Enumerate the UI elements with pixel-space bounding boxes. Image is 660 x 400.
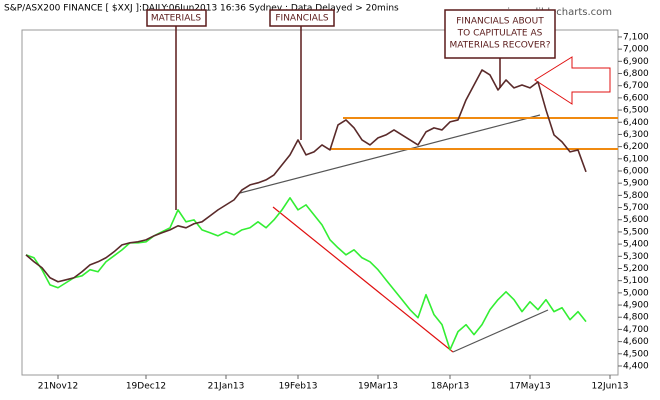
y-tick-label: 6,200: [623, 142, 649, 152]
x-tick-label: 19Mar13: [358, 382, 398, 392]
x-tick-label: 19Feb13: [279, 382, 318, 392]
y-tick-label: 5,900: [623, 179, 649, 189]
y-tick-label: 4,600: [623, 337, 649, 347]
y-tick-label: 5,600: [623, 215, 649, 225]
y-tick-label: 7,100: [623, 32, 649, 42]
y-tick-label: 6,500: [623, 106, 649, 116]
annotation: FINANCIALS: [275, 14, 329, 24]
series-layer: [25, 69, 587, 351]
trend-line: [239, 114, 541, 194]
arrow: [534, 56, 611, 105]
y-tick-label: 5,800: [623, 191, 649, 201]
y-tick-label: 6,700: [623, 81, 649, 91]
x-tick-label: 12Jun13: [592, 382, 629, 392]
x-tick-label: 21Jan13: [208, 382, 245, 392]
y-tick-label: 4,900: [623, 301, 649, 311]
y-tick-label: 6,000: [623, 166, 649, 176]
annotation: MATERIALS RECOVER?: [449, 41, 550, 51]
annotation: MATERIALS: [151, 14, 201, 24]
y-tick-label: 5,100: [623, 276, 649, 286]
y-tick-label: 5,500: [623, 227, 649, 237]
y-tick-label: 4,700: [623, 325, 649, 335]
chart-title: S&P/ASX200 FINANCE [ $XXJ ]:DAILY:06Jun2…: [4, 4, 399, 14]
y-tick-label: 4,500: [623, 349, 649, 359]
y-tick-label: 5,700: [623, 203, 649, 213]
callout-box: [444, 9, 556, 59]
x-tick-label: 19Dec12: [126, 382, 166, 392]
series-line: [25, 197, 587, 351]
y-tick-label: 6,100: [623, 154, 649, 164]
y-tick-label: 4,800: [623, 313, 649, 323]
x-tick-label: 18Apr13: [431, 382, 469, 392]
y-tick-label: 5,200: [623, 264, 649, 274]
y-tick-label: 7,000: [623, 45, 649, 55]
y-tick-label: 6,300: [623, 130, 649, 140]
annotation: FINANCIALS ABOUT: [456, 17, 544, 27]
series-line: [25, 69, 587, 283]
y-tick-label: 5,300: [623, 252, 649, 262]
y-tick-label: 6,600: [623, 93, 649, 103]
x-tick-label: 21Nov12: [38, 382, 78, 392]
trend-line: [272, 206, 454, 353]
y-tick-label: 6,900: [623, 57, 649, 67]
annotation: TO CAPITULATE AS: [457, 29, 543, 39]
y-tick-label: 6,400: [623, 118, 649, 128]
y-tick-label: 5,400: [623, 240, 649, 250]
trend-line: [452, 309, 549, 353]
callout-box: [146, 9, 207, 27]
y-tick-label: 4,400: [623, 361, 649, 371]
y-tick-label: 5,000: [623, 288, 649, 298]
plot-frame: [21, 29, 619, 376]
callout-box: [269, 9, 335, 27]
x-tick-label: 17May13: [509, 382, 551, 392]
y-tick-label: 6,800: [623, 69, 649, 79]
